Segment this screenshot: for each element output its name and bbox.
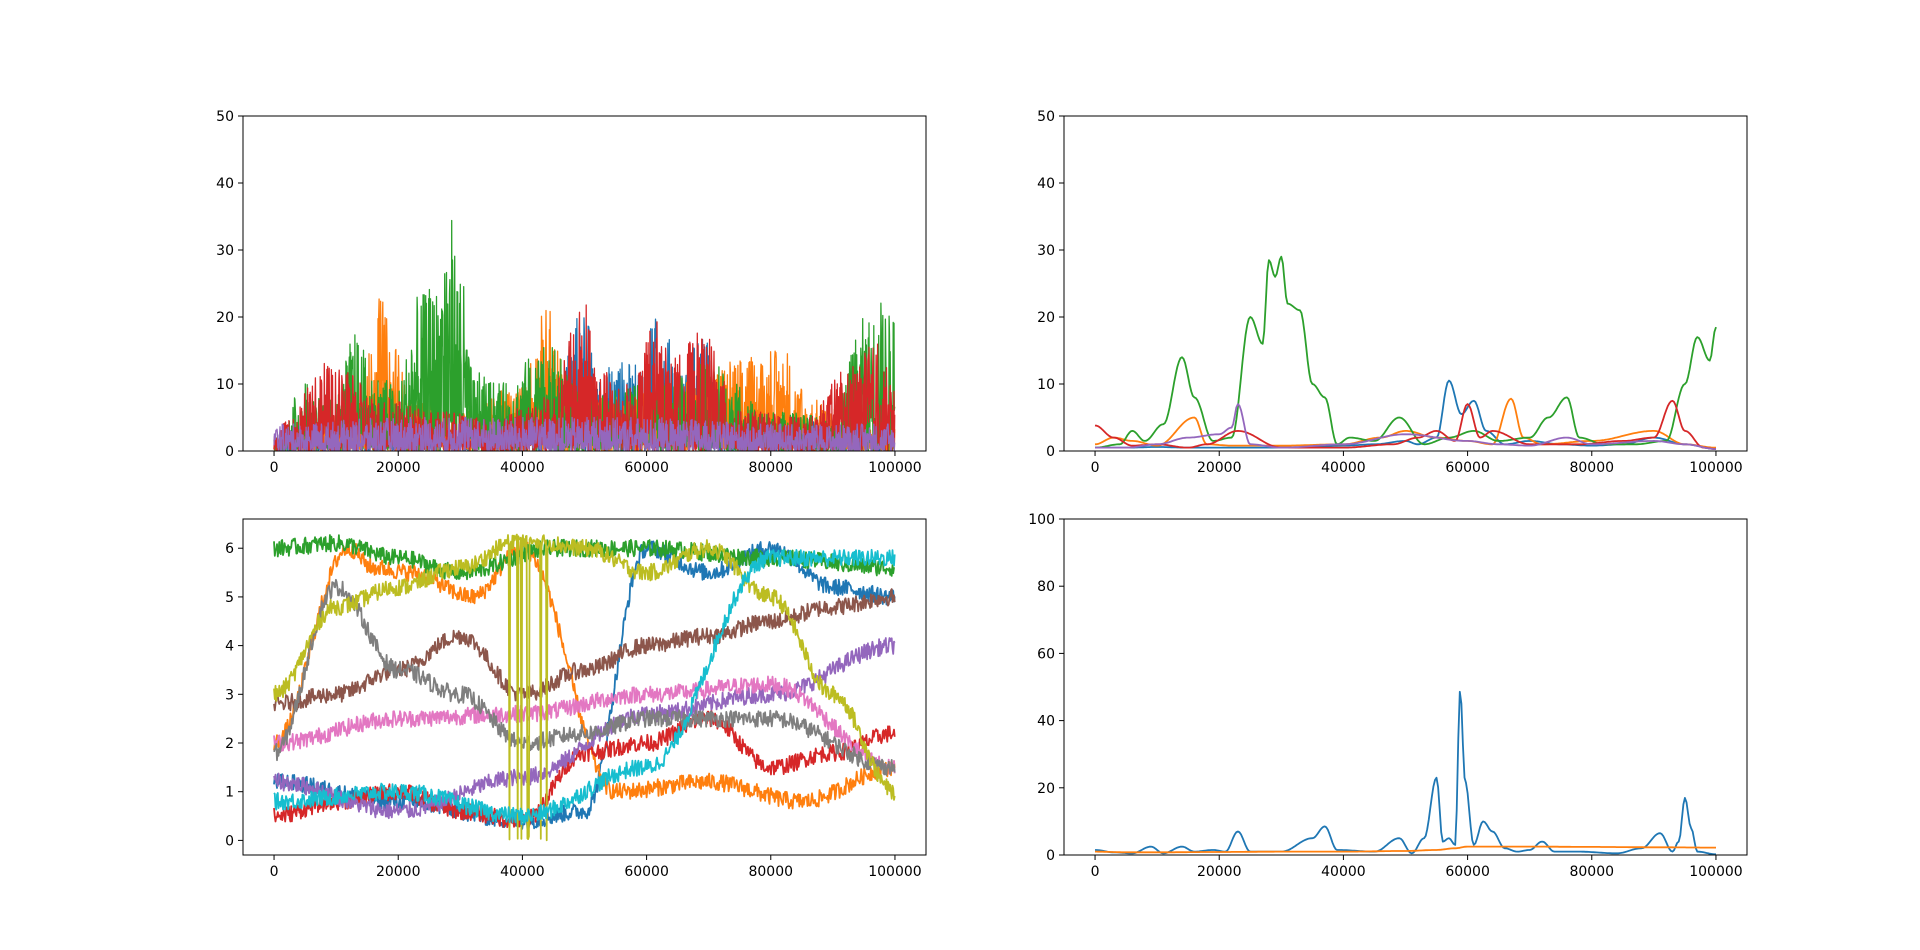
y-tick-label: 0	[225, 833, 234, 849]
x-tick-label: 0	[1091, 460, 1100, 476]
series-line-9	[273, 533, 896, 842]
x-tick-label: 80000	[748, 864, 793, 880]
subplot-top-right: 0 20000 40000 60000 80000 100000 0 10 20 30 40 50	[1037, 109, 1748, 476]
y-tick-label: 20	[1037, 781, 1055, 797]
x-tick-label: 40000	[1321, 460, 1366, 476]
series-line-1	[1095, 379, 1716, 450]
series-line-2	[1095, 845, 1716, 854]
series-line-2	[273, 540, 896, 810]
series-line-2	[1094, 397, 1716, 449]
y-tick-label: 50	[1037, 109, 1055, 125]
x-tick-label: 60000	[1445, 864, 1490, 880]
x-tick-label: 20000	[376, 864, 421, 880]
axes-frame	[1063, 518, 1748, 856]
plot-area	[1094, 255, 1717, 450]
subplot-top-left: 0 20000 40000 60000 80000 100000 0 10 20 30 40 50	[216, 109, 927, 476]
series-line-6	[273, 588, 896, 712]
x-tick-label: 80000	[748, 460, 793, 476]
y-tick-label: 0	[1046, 444, 1055, 460]
y-tick-label: 1	[225, 785, 234, 801]
x-tick-label: 0	[270, 460, 279, 476]
axes-frame	[242, 115, 927, 452]
subplot-bottom-left: 0 20000 40000 60000 80000 100000 0 1 2 3 4 5 6	[225, 518, 927, 880]
y-tick-label: 40	[216, 176, 234, 192]
x-tick-label: 60000	[1445, 460, 1490, 476]
y-tick-label: 100	[1028, 512, 1055, 528]
x-tick-label: 100000	[1689, 460, 1742, 476]
y-tick-label: 4	[225, 639, 234, 655]
series-line-10	[273, 548, 896, 825]
series-line-1	[1095, 690, 1716, 855]
x-tick-label: 40000	[500, 460, 545, 476]
plot-area	[273, 533, 896, 842]
x-tick-label: 80000	[1569, 864, 1614, 880]
series-line-4	[273, 709, 896, 829]
series-line-8	[273, 578, 896, 776]
series-line-3	[273, 534, 895, 581]
axes-frame	[242, 518, 927, 856]
x-tick-label: 40000	[1321, 864, 1366, 880]
x-tick-label: 0	[270, 864, 279, 880]
x-tick-label: 60000	[624, 864, 669, 880]
y-tick-label: 5	[225, 590, 234, 606]
y-tick-label: 10	[216, 377, 234, 393]
y-tick-label: 0	[1046, 848, 1055, 864]
axes-frame	[1063, 115, 1748, 452]
series-line-7	[273, 675, 896, 775]
y-tick-label: 40	[1037, 176, 1055, 192]
x-tick-label: 80000	[1569, 460, 1614, 476]
y-tick-label: 6	[225, 541, 234, 557]
y-tick-label: 20	[1037, 310, 1055, 326]
y-tick-label: 20	[216, 310, 234, 326]
y-tick-label: 80	[1037, 579, 1055, 595]
y-tick-label: 50	[216, 109, 234, 125]
x-tick-label: 100000	[868, 460, 921, 476]
y-tick-label: 30	[1037, 243, 1055, 259]
y-tick-label: 2	[225, 736, 234, 752]
subplot-bottom-right: 0 20000 40000 60000 80000 100000 0 20 40 60 80 100	[1028, 512, 1748, 880]
plot-area	[273, 219, 896, 451]
x-tick-label: 100000	[868, 864, 921, 880]
y-tick-label: 0	[225, 444, 234, 460]
x-tick-label: 40000	[500, 864, 545, 880]
x-tick-label: 0	[1091, 864, 1100, 880]
series-line-5	[273, 416, 896, 451]
plot-area	[1095, 690, 1716, 855]
x-tick-label: 100000	[1689, 864, 1742, 880]
y-tick-label: 3	[225, 687, 234, 703]
x-tick-label: 60000	[624, 460, 669, 476]
series-line-4	[1094, 399, 1717, 450]
y-tick-label: 40	[1037, 714, 1055, 730]
y-tick-label: 10	[1037, 377, 1055, 393]
y-tick-label: 60	[1037, 646, 1055, 662]
series-line-5	[1095, 403, 1716, 450]
x-tick-label: 20000	[376, 460, 421, 476]
y-tick-label: 30	[216, 243, 234, 259]
x-tick-label: 20000	[1197, 460, 1242, 476]
x-tick-label: 20000	[1197, 864, 1242, 880]
